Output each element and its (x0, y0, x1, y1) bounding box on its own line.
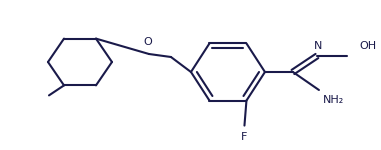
Text: N: N (314, 41, 322, 51)
Text: F: F (241, 132, 248, 142)
Text: OH: OH (359, 41, 376, 51)
Text: NH₂: NH₂ (323, 95, 344, 105)
Text: O: O (144, 37, 152, 47)
